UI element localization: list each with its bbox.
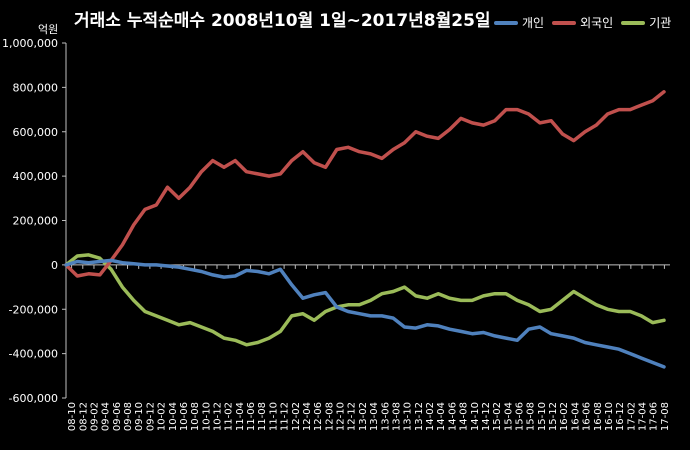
x-tick-label: 10-08 [190,402,201,431]
x-tick-label: 09-06 [112,402,123,431]
y-tick-label: 400,000 [13,170,59,183]
x-tick-label: 11-04 [235,402,246,431]
x-tick-label: 12-08 [324,402,335,431]
x-tick-label: 17-06 [649,402,660,431]
x-tick-label: 14-08 [459,402,470,431]
x-tick-label: 14-02 [425,402,436,431]
chart-title: 거래소 누적순매수 2008년10월 1일~2017년8월25일 [74,11,491,31]
x-tick-label: 15-04 [503,402,514,431]
x-tick-label: 13-08 [391,402,402,431]
x-tick-label: 10-04 [168,402,179,431]
x-tick-label: 13-10 [403,402,414,431]
legend-swatch-0 [494,20,518,25]
x-tick-label: 15-12 [548,402,559,431]
x-tick-label: 12-12 [347,402,358,431]
y-tick-label: -200,000 [9,303,58,316]
x-tick-label: 12-02 [291,402,302,431]
x-tick-label: 16-12 [615,402,626,431]
x-tick-label: 12-06 [313,402,324,431]
x-tick-label: 10-02 [157,402,168,431]
plot-area [66,43,670,398]
legend-item-0: 개인 [494,14,544,31]
x-tick-label: 14-12 [481,402,492,431]
x-tick-label: 11-08 [257,402,268,431]
x-tick-label: 09-04 [101,402,112,431]
x-tick-label: 08-10 [67,402,78,431]
x-tick-label: 16-06 [582,402,593,431]
x-tick-label: 14-10 [470,402,481,431]
legend-item-1: 외국인 [552,14,613,31]
x-tick-label: 13-02 [358,402,369,431]
x-tick-label: 14-04 [436,402,447,431]
y-tick-label: 800,000 [13,81,59,94]
x-tick-label: 17-04 [638,402,649,431]
y-tick-label: 1,000,000 [2,37,58,50]
x-tick-label: 15-02 [492,402,503,431]
legend-item-2: 기관 [621,14,671,31]
x-tick-label: 09-02 [89,402,100,431]
x-tick-label: 08-12 [78,402,89,431]
legend-label-0: 개인 [522,16,545,30]
x-tick-label: 14-06 [447,402,458,431]
x-tick-label: 13-06 [380,402,391,431]
x-tick-label: 10-12 [213,402,224,431]
y-tick-label: -600,000 [9,392,58,405]
x-tick-label: 13-12 [414,402,425,431]
x-tick-label: 15-10 [537,402,548,431]
x-tick-label: 15-06 [515,402,526,431]
y-tick-label: -400,000 [9,348,58,361]
x-tick-label: 16-02 [559,402,570,431]
x-tick-label: 16-08 [593,402,604,431]
x-tick-label: 11-02 [224,402,235,431]
y-tick-label: 600,000 [13,126,59,139]
x-tick-label: 17-08 [660,402,671,431]
y-tick-label: 0 [51,259,58,272]
series-line-1 [64,90,666,278]
x-tick-label: 16-10 [604,402,615,431]
series-line-0 [64,258,666,369]
x-tick-label: 11-12 [280,402,291,431]
legend: 개인 외국인 기관 [494,14,671,31]
y-tick-label: 200,000 [13,215,59,228]
x-tick-label: 12-10 [336,402,347,431]
legend-swatch-2 [621,20,646,25]
x-tick-label: 11-10 [268,402,279,431]
x-tick-label: 16-04 [570,402,581,431]
series-line-2 [64,253,666,347]
x-tick-label: 11-06 [246,402,257,431]
legend-label-1: 외국인 [580,16,614,30]
legend-label-2: 기관 [649,16,672,30]
x-tick-label: 15-08 [526,402,537,431]
x-tick-label: 13-04 [369,402,380,431]
x-tick-label: 17-02 [626,402,637,431]
y-unit-label: 억원 [38,23,59,36]
legend-swatch-1 [552,20,577,25]
x-tick-label: 09-10 [134,402,145,431]
x-tick-label: 09-12 [145,402,156,431]
x-tick-label: 10-06 [179,402,190,431]
x-tick-label: 12-04 [302,402,313,431]
x-tick-label: 09-08 [123,402,134,431]
x-tick-label: 10-10 [201,402,212,431]
